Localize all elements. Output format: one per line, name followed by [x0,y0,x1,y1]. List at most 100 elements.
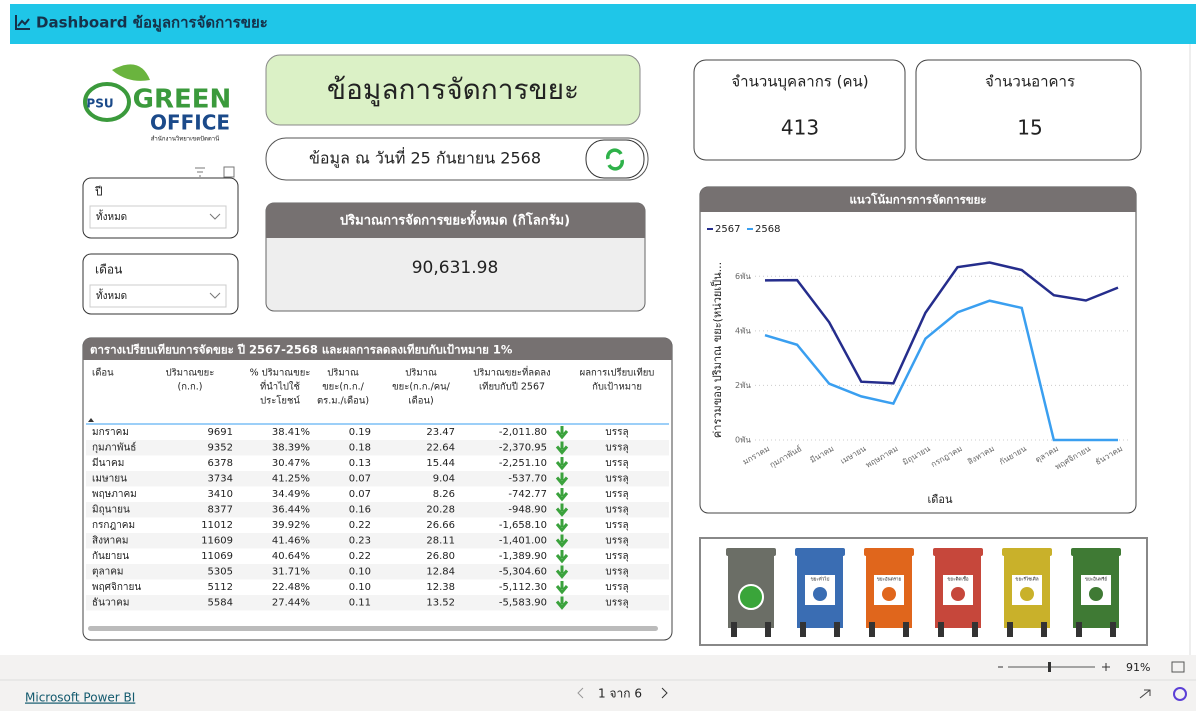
bin-lid [864,548,914,556]
column-header: ปริมาณขยะ [166,368,215,379]
table-cell: 3734 [208,474,233,485]
table-cell: -1,658.10 [499,520,547,531]
bin-wheel [869,622,875,637]
legend-label: 2567 [715,224,740,235]
column-header: กับเป้าหมาย [592,382,642,393]
table-cell: 0.22 [349,551,371,562]
table-cell: 9691 [208,427,233,438]
table-cell: 27.44% [272,598,310,609]
refresh-button[interactable] [586,140,644,178]
bin-wheel [972,622,978,637]
table-cell: 0.19 [349,427,371,438]
column-header: ขยะ(ก.ก./คน/ [392,382,450,393]
table-cell: -537.70 [508,474,547,485]
table-cell: กันยายน [92,551,129,562]
table-cell: 30.47% [272,458,310,469]
chart-title: แนวโน้มการการจัดการขยะ [849,192,986,207]
table-cell: 3410 [208,489,233,500]
table-cell: 11609 [201,536,233,547]
page-indicator: 1 จาก 6 [598,687,642,701]
dropdown-value: ทั้งหมด [96,288,127,302]
table-cell: 22.64 [426,443,455,454]
y-tick-label: 6พัน [735,272,751,281]
table-cell: 13.52 [426,598,455,609]
footer [0,655,1196,711]
table-cell: 0.10 [349,567,371,578]
table-cell: -1,401.00 [499,536,547,547]
y-axis-label: ค่ารวมของ ปริมาณ ขยะ(หน่วยเป็น... [710,262,724,438]
zoom-thumb[interactable] [1048,662,1051,672]
table-cell: บรรลุ [605,458,628,469]
table-cell: 15.44 [426,458,455,469]
table-cell: มิถุนายน [92,505,130,516]
page: Dashboard ข้อมูลการจัดการขยะ PSU GREEN O… [0,0,1196,711]
table-cell: 12.38 [426,582,455,593]
y-tick-label: 0พัน [735,436,751,445]
table-cell: -2,251.10 [499,458,547,469]
table-cell: 26.66 [426,520,455,531]
table-cell: -1,389.90 [499,551,547,562]
table-cell: 11012 [201,520,233,531]
table-cell: 8.26 [433,489,455,500]
table-cell: 34.49% [272,489,310,500]
bin-label: ขยะรีไซเคิล [1015,577,1038,583]
bin-label: ขยะอันตราย [877,577,902,583]
column-header: ตร.ม./เดือน) [317,396,369,407]
row-band [86,471,669,487]
table-cell: 9.04 [433,474,455,485]
card-value: 90,631.98 [412,258,499,278]
table-cell: 0.11 [349,598,371,609]
table-cell: 0.18 [349,443,371,454]
column-header: เดือน) [408,396,433,407]
table-cell: กรกฎาคม [92,520,135,531]
table-cell: -5,583.90 [499,598,547,609]
bin-symbol [1089,587,1103,601]
page-title: ข้อมูลการจัดการขยะ [327,73,579,107]
bin-symbol [813,587,827,601]
bin-symbol [739,585,763,609]
powerbi-link[interactable]: Microsoft Power BI [25,691,135,705]
table-cell: 0.10 [349,582,371,593]
bin-wheel [903,622,909,637]
bin-wheel [1076,622,1082,637]
dashboard: Dashboard ข้อมูลการจัดการขยะ PSU GREEN O… [0,0,1196,711]
y-tick-label: 4พัน [735,326,751,335]
table-cell: 41.46% [272,536,310,547]
table-cell: มกราคม [92,427,129,438]
bin-lid [795,548,845,556]
table-cell: มีนาคม [92,457,124,469]
table-cell: 28.11 [426,536,455,547]
table-cell: บรรลุ [605,582,628,593]
bin-wheel [731,622,737,637]
table-cell: 39.92% [272,520,310,531]
logo-brand: PSU [86,97,113,111]
table-cell: บรรลุ [605,520,628,531]
zoom-level: 91% [1126,661,1150,674]
table-title: ตารางเปรียบเทียบการจัดขยะ ปี 2567-2568 แ… [90,343,513,357]
table-cell: บรรลุ [605,427,628,438]
bin-label: ขยะอินทรีย์ [1085,576,1107,583]
table-cell: บรรลุ [605,551,628,562]
scrollbar[interactable] [88,626,658,631]
row-band [86,502,669,518]
table-cell: 6378 [208,458,233,469]
column-header: ขยะ(ก.ก./ [322,382,364,393]
table-cell: 0.22 [349,520,371,531]
table-cell: 9352 [208,443,233,454]
table-cell: ตุลาคม [92,567,124,578]
table-cell: บรรลุ [605,474,628,485]
column-header: ปริมาณ [405,368,437,379]
table-cell: -2,011.80 [499,427,547,438]
bin-lid [933,548,983,556]
bin-symbol [951,587,965,601]
table-cell: 38.39% [272,443,310,454]
bin-wheel [800,622,806,637]
table-cell: 11069 [201,551,233,562]
table-cell: 0.13 [349,458,371,469]
column-header: (ก.ก.) [178,382,203,393]
table-cell: 40.64% [272,551,310,562]
bin-lid [726,548,776,556]
row-band [86,564,669,580]
table-cell: -5,112.30 [499,582,547,593]
column-header: เทียบกับปี 2567 [479,381,545,393]
